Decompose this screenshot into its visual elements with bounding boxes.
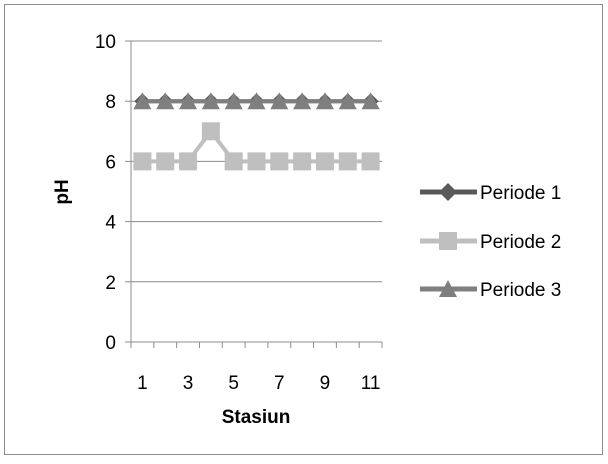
data-point-series-3 (361, 92, 380, 110)
y-tick-label: 8 (105, 92, 116, 113)
data-point-series-3 (270, 92, 289, 110)
data-point-series-2 (247, 152, 266, 171)
data-point-series-2 (224, 152, 243, 171)
data-point-series-2 (179, 152, 198, 171)
y-tick-label: 2 (105, 273, 116, 294)
data-point-series-2 (293, 152, 312, 171)
legend-layer: Periode 1 Periode 2 Periode 3 (420, 183, 561, 301)
data-point-series-3 (293, 92, 312, 110)
y-tick-label: 6 (105, 152, 116, 173)
legend-marker-1 (439, 183, 457, 201)
legend-label-1: Periode 1 (480, 183, 561, 204)
x-tick-label: 11 (361, 373, 381, 394)
data-point-series-3 (338, 92, 357, 110)
legend-marker-2 (439, 232, 457, 250)
x-tick-label: 9 (320, 373, 331, 394)
legend-label-2: Periode 2 (480, 232, 561, 253)
y-axis-title: pH (52, 179, 73, 204)
y-tick-label: 0 (105, 333, 116, 354)
x-tick-label: 1 (137, 373, 148, 394)
data-point-series-2 (338, 152, 357, 171)
data-point-series-3 (315, 92, 334, 110)
x-tick-label: 7 (274, 373, 285, 394)
series-layer (133, 92, 380, 171)
data-point-series-3 (247, 92, 266, 110)
legend-marker-3 (439, 280, 457, 297)
data-point-series-3 (133, 92, 152, 110)
data-point-series-2 (133, 152, 152, 171)
chart-border (4, 4, 603, 455)
data-point-series-2 (156, 152, 175, 171)
data-point-series-2 (315, 152, 334, 171)
x-axis-title: Stasiun (222, 407, 291, 428)
data-point-series-2 (270, 152, 289, 171)
data-point-series-2 (361, 152, 380, 171)
x-tick-label: 3 (183, 373, 194, 394)
legend-label-3: Periode 3 (480, 280, 561, 301)
data-point-series-3 (179, 92, 198, 110)
x-tick-label: 5 (228, 373, 239, 394)
y-tick-label: 10 (95, 32, 116, 53)
data-point-series-3 (224, 92, 243, 110)
data-point-series-2 (201, 122, 220, 141)
axis-layer: 0 2 4 6 8 10 1 3 5 7 9 11 (95, 32, 383, 394)
data-point-series-3 (156, 92, 175, 110)
y-tick-label: 4 (105, 213, 116, 234)
data-point-series-3 (201, 92, 220, 110)
